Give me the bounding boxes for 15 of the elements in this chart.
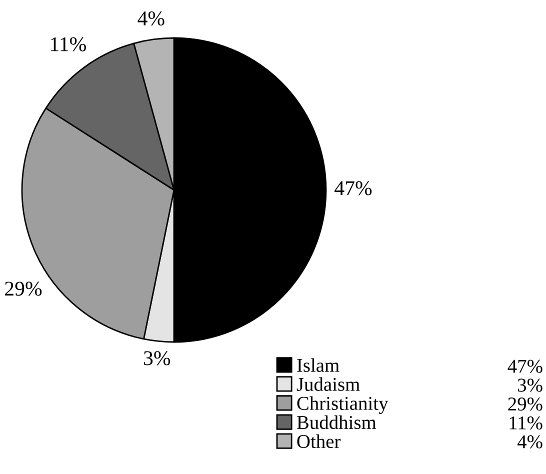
text: 3%: [518, 378, 542, 392]
legend-label: Judaism: [296, 377, 360, 391]
data-label: 47%: [334, 181, 372, 196]
data-label: 29%: [5, 282, 42, 296]
text: 47%: [508, 360, 542, 373]
data-label: 3%: [144, 351, 170, 366]
legend-label: Islam: [297, 358, 340, 372]
legend-label: Other: [297, 434, 341, 448]
data-label: 11%: [51, 37, 86, 52]
legend-label: Christianity: [297, 396, 388, 414]
text: 29%: [508, 397, 542, 411]
data-label: 4%: [138, 11, 164, 26]
legend-label: Buddhism: [297, 415, 376, 430]
text: 11%: [510, 416, 542, 430]
text: 4%: [517, 435, 542, 448]
